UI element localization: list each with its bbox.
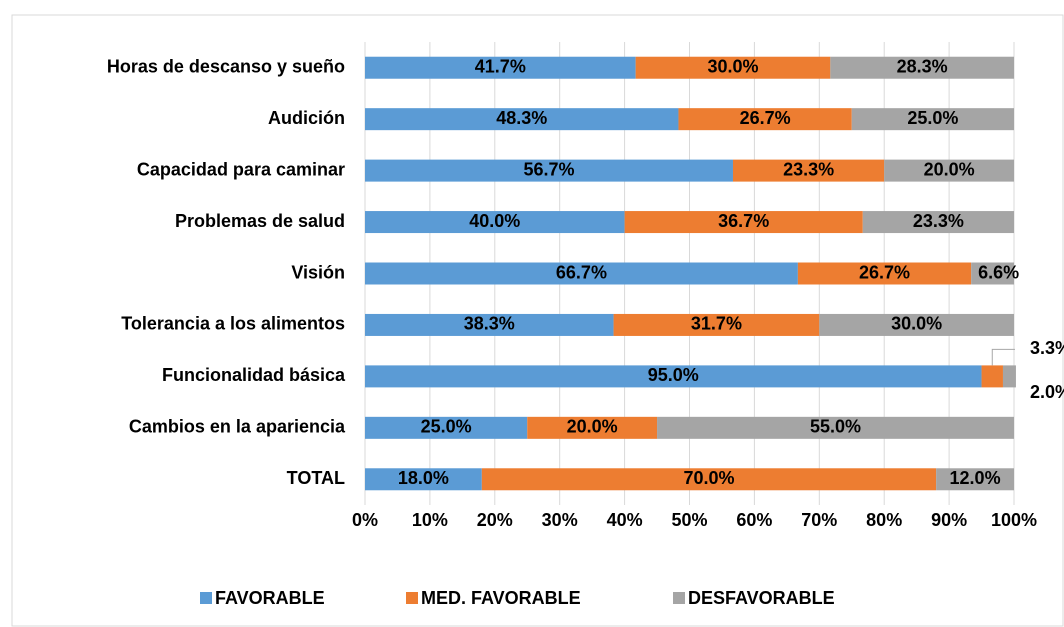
legend-swatch bbox=[673, 592, 685, 604]
bar-segment bbox=[365, 468, 482, 491]
bar-segment bbox=[613, 313, 820, 336]
data-label: 66.7% bbox=[556, 262, 607, 282]
bar-segment bbox=[678, 108, 852, 131]
x-tick-label: 100% bbox=[991, 510, 1037, 530]
category-label: Funcionalidad básica bbox=[162, 365, 346, 385]
bar-segment bbox=[830, 56, 1014, 79]
bar-segment bbox=[732, 159, 885, 182]
data-label: 20.0% bbox=[924, 159, 975, 179]
category-label: Visión bbox=[291, 262, 345, 282]
data-label: 40.0% bbox=[469, 211, 520, 231]
data-label: 25.0% bbox=[907, 108, 958, 128]
category-label: Problemas de salud bbox=[175, 211, 345, 231]
data-label: 36.7% bbox=[718, 211, 769, 231]
x-tick-label: 70% bbox=[801, 510, 837, 530]
bar-segment bbox=[884, 159, 1014, 182]
bar-segment bbox=[819, 313, 1014, 336]
data-label: 12.0% bbox=[950, 468, 1001, 488]
data-label: 26.7% bbox=[740, 108, 791, 128]
data-label: 25.0% bbox=[421, 417, 472, 437]
bar-segment bbox=[624, 211, 863, 234]
x-tick-label: 90% bbox=[931, 510, 967, 530]
bar-segment bbox=[365, 211, 625, 234]
bar-segment bbox=[635, 56, 831, 79]
legend-label: DESFAVORABLE bbox=[688, 588, 835, 608]
x-tick-label: 50% bbox=[671, 510, 707, 530]
bar-segment bbox=[862, 211, 1014, 234]
data-label: 3.3% bbox=[1030, 338, 1064, 358]
bar-segment bbox=[365, 108, 679, 131]
x-tick-label: 20% bbox=[477, 510, 513, 530]
data-label: 6.6% bbox=[978, 262, 1019, 282]
data-label: 55.0% bbox=[810, 417, 861, 437]
bar-segment bbox=[365, 416, 528, 439]
bar-segment bbox=[971, 262, 1014, 285]
legend-swatch bbox=[406, 592, 418, 604]
data-label: 20.0% bbox=[567, 417, 618, 437]
data-label: 18.0% bbox=[398, 468, 449, 488]
data-label: 26.7% bbox=[859, 262, 910, 282]
bar-segment bbox=[481, 468, 937, 491]
data-label: 2.0% bbox=[1030, 382, 1064, 402]
x-tick-label: 30% bbox=[542, 510, 578, 530]
category-label: Audición bbox=[268, 108, 345, 128]
data-label: 38.3% bbox=[464, 314, 515, 334]
legend-swatch bbox=[200, 592, 212, 604]
data-label: 31.7% bbox=[691, 314, 742, 334]
data-label: 70.0% bbox=[683, 468, 734, 488]
x-tick-label: 40% bbox=[607, 510, 643, 530]
leader-line bbox=[991, 348, 1015, 366]
data-label: 30.0% bbox=[891, 314, 942, 334]
bar-segment bbox=[797, 262, 972, 285]
bar-segment bbox=[1002, 365, 1016, 388]
data-label: 23.3% bbox=[913, 211, 964, 231]
x-tick-label: 60% bbox=[736, 510, 772, 530]
data-label: 23.3% bbox=[783, 159, 834, 179]
bar-segment bbox=[527, 416, 658, 439]
data-label: 30.0% bbox=[707, 56, 758, 76]
category-label: Capacidad para caminar bbox=[137, 159, 345, 179]
data-label: 56.7% bbox=[523, 159, 574, 179]
x-tick-label: 0% bbox=[352, 510, 378, 530]
category-label: Tolerancia a los alimentos bbox=[121, 314, 345, 334]
category-label: TOTAL bbox=[287, 468, 345, 488]
category-label: Horas de descanso y sueño bbox=[107, 56, 345, 76]
x-tick-label: 10% bbox=[412, 510, 448, 530]
bar-segment bbox=[365, 159, 733, 182]
bar-segment bbox=[851, 108, 1014, 131]
legend-label: FAVORABLE bbox=[215, 588, 325, 608]
bar-segment bbox=[365, 313, 614, 336]
x-tick-label: 80% bbox=[866, 510, 902, 530]
bar-segment bbox=[365, 56, 636, 79]
bar-segment bbox=[365, 262, 798, 285]
data-label: 41.7% bbox=[475, 56, 526, 76]
bar-segment bbox=[657, 416, 1014, 439]
data-label: 48.3% bbox=[496, 108, 547, 128]
legend-label: MED. FAVORABLE bbox=[421, 588, 581, 608]
bar-segment bbox=[936, 468, 1014, 491]
data-label: 95.0% bbox=[648, 365, 699, 385]
bar-segment bbox=[365, 365, 982, 388]
bar-segment bbox=[981, 365, 1003, 388]
data-label: 28.3% bbox=[897, 56, 948, 76]
category-label: Cambios en la apariencia bbox=[129, 417, 346, 437]
